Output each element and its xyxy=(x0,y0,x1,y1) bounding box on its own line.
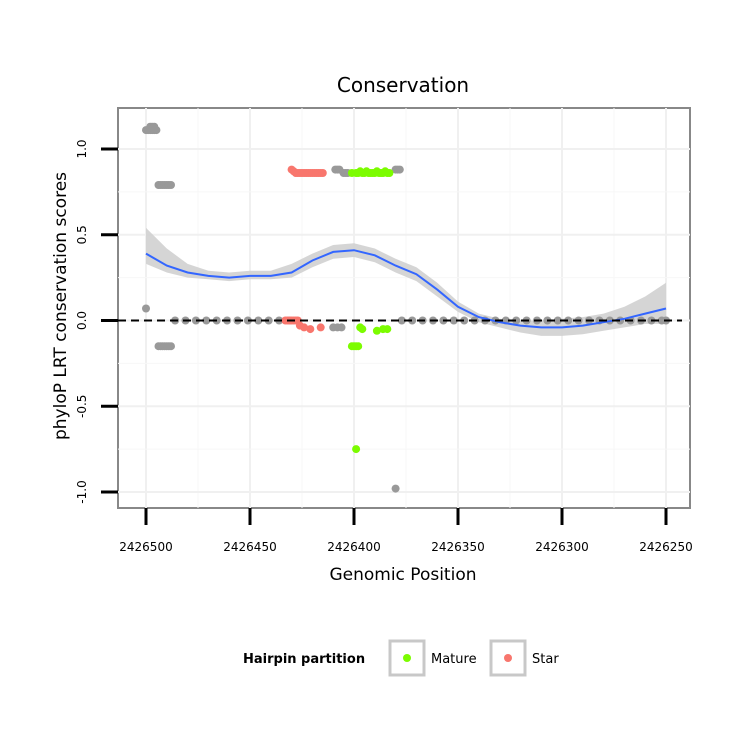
legend-title: Hairpin partition xyxy=(243,652,365,667)
plot-panel xyxy=(117,107,691,509)
x-tick-label: 2426300 xyxy=(535,540,588,554)
data-point-other xyxy=(512,316,521,325)
x-tick-label: 2426250 xyxy=(639,540,692,554)
data-point-mature xyxy=(383,325,392,334)
data-points xyxy=(142,122,670,493)
y-axis-title: phyloP LRT conservation scores xyxy=(51,172,71,440)
x-axis: 2426500 2426450 2426400 2426350 2426300 24262… xyxy=(119,508,693,554)
legend: Hairpin partition Mature Star xyxy=(243,639,559,677)
data-point-other xyxy=(243,316,252,325)
data-point-other xyxy=(564,316,573,325)
data-point-mature xyxy=(372,326,381,335)
data-point-star xyxy=(318,169,327,177)
data-point-other xyxy=(553,316,562,325)
data-point-other xyxy=(337,323,346,332)
data-point-mature xyxy=(354,342,363,351)
data-point-other xyxy=(167,181,175,189)
data-point-star xyxy=(300,323,309,332)
data-point-other xyxy=(460,316,469,325)
x-tick-label: 2426350 xyxy=(431,540,484,554)
data-point-other xyxy=(449,316,458,325)
data-point-other xyxy=(397,316,406,325)
y-tick-label: -0.5 xyxy=(75,395,89,418)
data-point-other xyxy=(202,316,211,325)
data-point-other xyxy=(408,316,417,325)
data-point-mature xyxy=(385,169,394,177)
y-tick-label: -1.0 xyxy=(75,480,89,503)
smooth-line-layer xyxy=(145,249,667,329)
data-point-mature xyxy=(352,445,361,454)
data-point-other xyxy=(191,316,200,325)
smooth-confidence-ribbon xyxy=(146,227,666,336)
data-point-star xyxy=(316,323,325,332)
data-point-other xyxy=(142,304,150,313)
grid-lines xyxy=(118,108,690,508)
data-point-mature xyxy=(358,325,367,334)
x-tick-label: 2426500 xyxy=(119,540,172,554)
x-tick-label: 2426400 xyxy=(327,540,380,554)
x-tick-label: 2426450 xyxy=(223,540,276,554)
y-axis: -1.0 -0.5 0.0 0.5 1.0 xyxy=(75,139,118,504)
legend-label-star: Star xyxy=(532,652,559,667)
legend-marker-star xyxy=(504,654,512,662)
chart-title: Conservation xyxy=(337,73,469,97)
y-tick-label: 0.5 xyxy=(75,225,89,244)
y-tick-label: 1.0 xyxy=(75,139,89,158)
legend-marker-mature xyxy=(403,654,411,662)
data-point-star xyxy=(306,325,315,334)
data-point-other xyxy=(167,342,175,351)
data-point-other xyxy=(254,316,263,325)
smooth-fit-line xyxy=(145,249,667,329)
data-point-other xyxy=(391,484,400,493)
legend-label-mature: Mature xyxy=(431,652,477,667)
x-axis-title: Genomic Position xyxy=(329,565,476,585)
smooth-ribbon-layer xyxy=(146,227,666,336)
y-tick-label: 0.0 xyxy=(75,311,89,330)
data-point-other xyxy=(150,122,159,131)
data-point-other xyxy=(395,165,404,174)
